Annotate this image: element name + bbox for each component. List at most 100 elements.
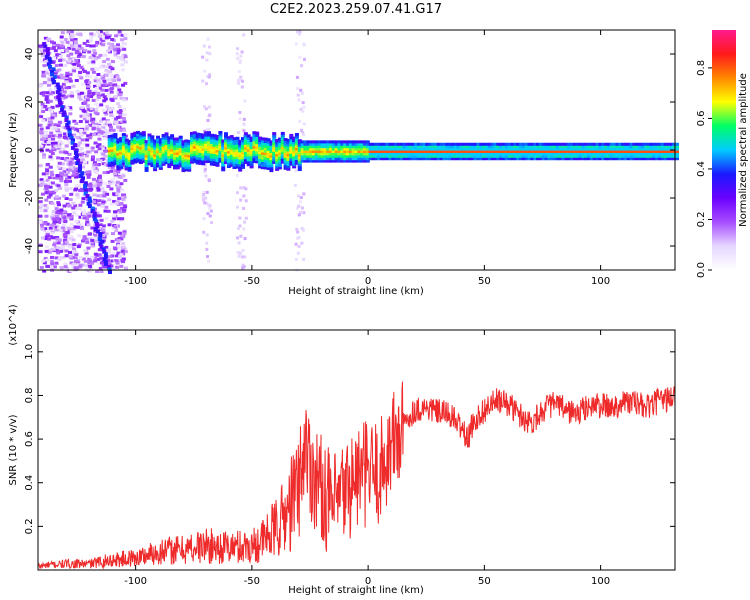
heatmap-cell bbox=[323, 154, 328, 158]
heatmap-cell bbox=[68, 108, 73, 111]
heatmap-cell bbox=[56, 128, 60, 132]
heatmap-cell bbox=[44, 191, 49, 195]
heatmap-cell bbox=[299, 196, 303, 200]
heatmap-cell bbox=[156, 135, 160, 139]
heatmap-cell bbox=[91, 98, 96, 102]
heatmap-cell bbox=[92, 193, 97, 197]
heatmap-cell bbox=[207, 143, 211, 147]
heatmap-cell bbox=[97, 95, 102, 99]
heatmap-cell bbox=[675, 150, 679, 153]
heatmap-cell bbox=[78, 215, 83, 219]
heatmap-cell bbox=[623, 145, 628, 149]
heatmap-cell bbox=[314, 152, 319, 156]
heatmap-cell bbox=[595, 147, 600, 151]
heatmap-cell bbox=[51, 212, 56, 216]
heatmap-cell bbox=[303, 145, 308, 149]
heatmap-cell bbox=[93, 51, 97, 55]
heatmap-cell bbox=[103, 110, 108, 114]
heatmap-cell bbox=[221, 139, 226, 143]
heatmap-cell bbox=[108, 70, 113, 74]
heatmap-cell bbox=[190, 136, 194, 140]
heatmap-cell bbox=[238, 142, 243, 146]
heatmap-cell bbox=[513, 142, 518, 146]
heatmap-cell bbox=[416, 150, 421, 153]
heatmap-cell bbox=[391, 150, 396, 153]
heatmap-cell bbox=[52, 56, 56, 60]
heatmap-cell bbox=[81, 239, 85, 243]
heatmap-cell bbox=[43, 134, 48, 138]
spectrogram-x-axis-label: Height of straight line (km) bbox=[288, 286, 424, 297]
heatmap-cell bbox=[187, 163, 192, 167]
heatmap-cell bbox=[112, 246, 117, 250]
heatmap-cell bbox=[67, 70, 72, 74]
heatmap-cell bbox=[229, 156, 234, 160]
heatmap-cell bbox=[61, 194, 66, 198]
heatmap-cell bbox=[109, 187, 114, 191]
heatmap-cell bbox=[170, 139, 175, 142]
heatmap-cell bbox=[499, 152, 504, 156]
heatmap-cell bbox=[263, 140, 268, 143]
heatmap-cell bbox=[118, 113, 123, 117]
heatmap-cell bbox=[73, 266, 78, 270]
heatmap-cell bbox=[113, 192, 118, 196]
heatmap-cell bbox=[236, 236, 240, 240]
heatmap-cell bbox=[394, 152, 399, 156]
heatmap-cell bbox=[297, 98, 301, 102]
heatmap-cell bbox=[108, 46, 113, 50]
heatmap-cell bbox=[448, 145, 453, 149]
heatmap-cell bbox=[238, 224, 242, 228]
heatmap-cell bbox=[294, 258, 298, 261]
heatmap-cell bbox=[218, 131, 223, 134]
heatmap-cell bbox=[184, 163, 189, 167]
heatmap-cell bbox=[44, 186, 49, 190]
heatmap-cell bbox=[59, 85, 64, 89]
heatmap-cell bbox=[138, 156, 143, 160]
heatmap-cell bbox=[127, 151, 132, 155]
heatmap-cell bbox=[75, 172, 80, 176]
heatmap-cell bbox=[329, 147, 333, 151]
heatmap-cell bbox=[116, 155, 121, 158]
heatmap-cell bbox=[292, 146, 297, 150]
heatmap-cell bbox=[74, 169, 79, 173]
heatmap-cell bbox=[294, 169, 298, 173]
heatmap-cell bbox=[431, 145, 436, 149]
heatmap-cell bbox=[47, 57, 52, 62]
heatmap-cell bbox=[280, 151, 285, 155]
heatmap-cell bbox=[55, 176, 59, 180]
heatmap-cell bbox=[83, 191, 88, 196]
heatmap-cell bbox=[91, 126, 96, 130]
heatmap-cell bbox=[78, 148, 83, 152]
heatmap-cell bbox=[178, 150, 183, 154]
heatmap-cell bbox=[39, 208, 44, 212]
heatmap-cell bbox=[110, 43, 114, 47]
heatmap-cell bbox=[252, 140, 257, 144]
heatmap-cell bbox=[57, 68, 62, 72]
heatmap-cell bbox=[119, 128, 124, 132]
heatmap-cell bbox=[170, 148, 175, 152]
heatmap-cell bbox=[399, 150, 404, 153]
heatmap-cell bbox=[300, 157, 305, 161]
heatmap-cell bbox=[107, 142, 112, 146]
heatmap-cell bbox=[63, 126, 68, 130]
heatmap-cell bbox=[286, 143, 291, 147]
heatmap-cell bbox=[221, 163, 226, 167]
heatmap-cell bbox=[42, 155, 46, 159]
heatmap-cell bbox=[266, 164, 271, 168]
heatmap-cell bbox=[88, 134, 93, 138]
heatmap-cell bbox=[240, 50, 244, 54]
heatmap-cell bbox=[592, 147, 597, 151]
heatmap-cell bbox=[317, 159, 322, 163]
heatmap-cell bbox=[476, 142, 481, 146]
heatmap-cell bbox=[46, 141, 51, 144]
heatmap-cell bbox=[493, 152, 498, 156]
heatmap-cell bbox=[473, 157, 478, 161]
heatmap-cell bbox=[116, 162, 121, 166]
heatmap-cell bbox=[119, 163, 124, 167]
heatmap-cell bbox=[550, 152, 555, 156]
heatmap-cell bbox=[60, 157, 65, 160]
heatmap-cell bbox=[266, 140, 271, 144]
heatmap-cell bbox=[48, 99, 53, 103]
heatmap-cell bbox=[237, 70, 241, 73]
heatmap-cell bbox=[221, 151, 226, 155]
heatmap-cell bbox=[513, 157, 518, 161]
